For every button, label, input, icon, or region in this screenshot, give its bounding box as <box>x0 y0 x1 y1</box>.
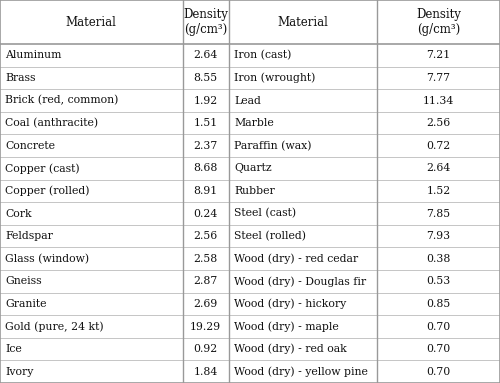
Text: Density
(g/cm³): Density (g/cm³) <box>416 8 461 36</box>
Text: 0.72: 0.72 <box>426 141 450 151</box>
Text: 2.87: 2.87 <box>194 276 218 286</box>
Text: Feldspar: Feldspar <box>5 231 53 241</box>
Text: Wood (dry) - red oak: Wood (dry) - red oak <box>234 344 347 354</box>
Text: Glass (window): Glass (window) <box>5 254 89 264</box>
Text: 1.84: 1.84 <box>194 367 218 377</box>
Text: 2.69: 2.69 <box>194 299 218 309</box>
Text: 0.70: 0.70 <box>426 321 450 332</box>
Text: 7.77: 7.77 <box>426 73 450 83</box>
Text: 0.38: 0.38 <box>426 254 450 264</box>
Text: Paraffin (wax): Paraffin (wax) <box>234 141 312 151</box>
Text: Wood (dry) - red cedar: Wood (dry) - red cedar <box>234 254 358 264</box>
Text: 8.91: 8.91 <box>194 186 218 196</box>
Text: 19.29: 19.29 <box>190 321 222 332</box>
Text: 2.37: 2.37 <box>194 141 218 151</box>
Text: Density
(g/cm³): Density (g/cm³) <box>184 8 228 36</box>
Text: Ivory: Ivory <box>5 367 34 377</box>
Text: 0.70: 0.70 <box>426 367 450 377</box>
Text: Wood (dry) - hickory: Wood (dry) - hickory <box>234 299 346 309</box>
Text: 7.93: 7.93 <box>426 231 450 241</box>
Text: Brass: Brass <box>5 73 36 83</box>
Text: Marble: Marble <box>234 118 274 128</box>
Text: Coal (anthracite): Coal (anthracite) <box>5 118 98 128</box>
Text: 0.92: 0.92 <box>194 344 218 354</box>
Text: 7.85: 7.85 <box>426 208 450 219</box>
Text: Iron (cast): Iron (cast) <box>234 50 291 61</box>
Text: 0.70: 0.70 <box>426 344 450 354</box>
Text: Gneiss: Gneiss <box>5 276 42 286</box>
Text: Gold (pure, 24 kt): Gold (pure, 24 kt) <box>5 321 103 332</box>
Text: Cork: Cork <box>5 208 32 219</box>
Text: Wood (dry) - Douglas fir: Wood (dry) - Douglas fir <box>234 276 366 286</box>
Text: 8.68: 8.68 <box>194 163 218 173</box>
Text: Concrete: Concrete <box>5 141 55 151</box>
Text: 1.51: 1.51 <box>194 118 218 128</box>
Text: 0.53: 0.53 <box>426 276 450 286</box>
Text: Lead: Lead <box>234 95 261 106</box>
Text: Material: Material <box>66 16 116 28</box>
Text: Ice: Ice <box>5 344 22 354</box>
Text: Brick (red, common): Brick (red, common) <box>5 95 118 106</box>
Text: 1.52: 1.52 <box>426 186 450 196</box>
Text: 8.55: 8.55 <box>194 73 218 83</box>
Text: Steel (cast): Steel (cast) <box>234 208 296 219</box>
Text: 2.56: 2.56 <box>426 118 450 128</box>
Text: Iron (wrought): Iron (wrought) <box>234 73 316 83</box>
Text: 7.21: 7.21 <box>426 50 450 61</box>
Text: Copper (rolled): Copper (rolled) <box>5 186 89 196</box>
Text: 1.92: 1.92 <box>194 95 218 106</box>
Text: Copper (cast): Copper (cast) <box>5 163 80 173</box>
Text: Rubber: Rubber <box>234 186 275 196</box>
Text: 2.64: 2.64 <box>194 50 218 61</box>
Text: Material: Material <box>278 16 328 28</box>
Text: Quartz: Quartz <box>234 163 272 173</box>
Text: Steel (rolled): Steel (rolled) <box>234 231 306 241</box>
Text: 0.85: 0.85 <box>426 299 450 309</box>
Text: Wood (dry) - yellow pine: Wood (dry) - yellow pine <box>234 367 368 377</box>
Text: Aluminum: Aluminum <box>5 50 62 61</box>
Text: 2.64: 2.64 <box>426 163 450 173</box>
Text: 0.24: 0.24 <box>194 208 218 219</box>
Text: Granite: Granite <box>5 299 46 309</box>
Text: 11.34: 11.34 <box>423 95 454 106</box>
Text: Wood (dry) - maple: Wood (dry) - maple <box>234 321 339 332</box>
Text: 2.56: 2.56 <box>194 231 218 241</box>
Text: 2.58: 2.58 <box>194 254 218 264</box>
